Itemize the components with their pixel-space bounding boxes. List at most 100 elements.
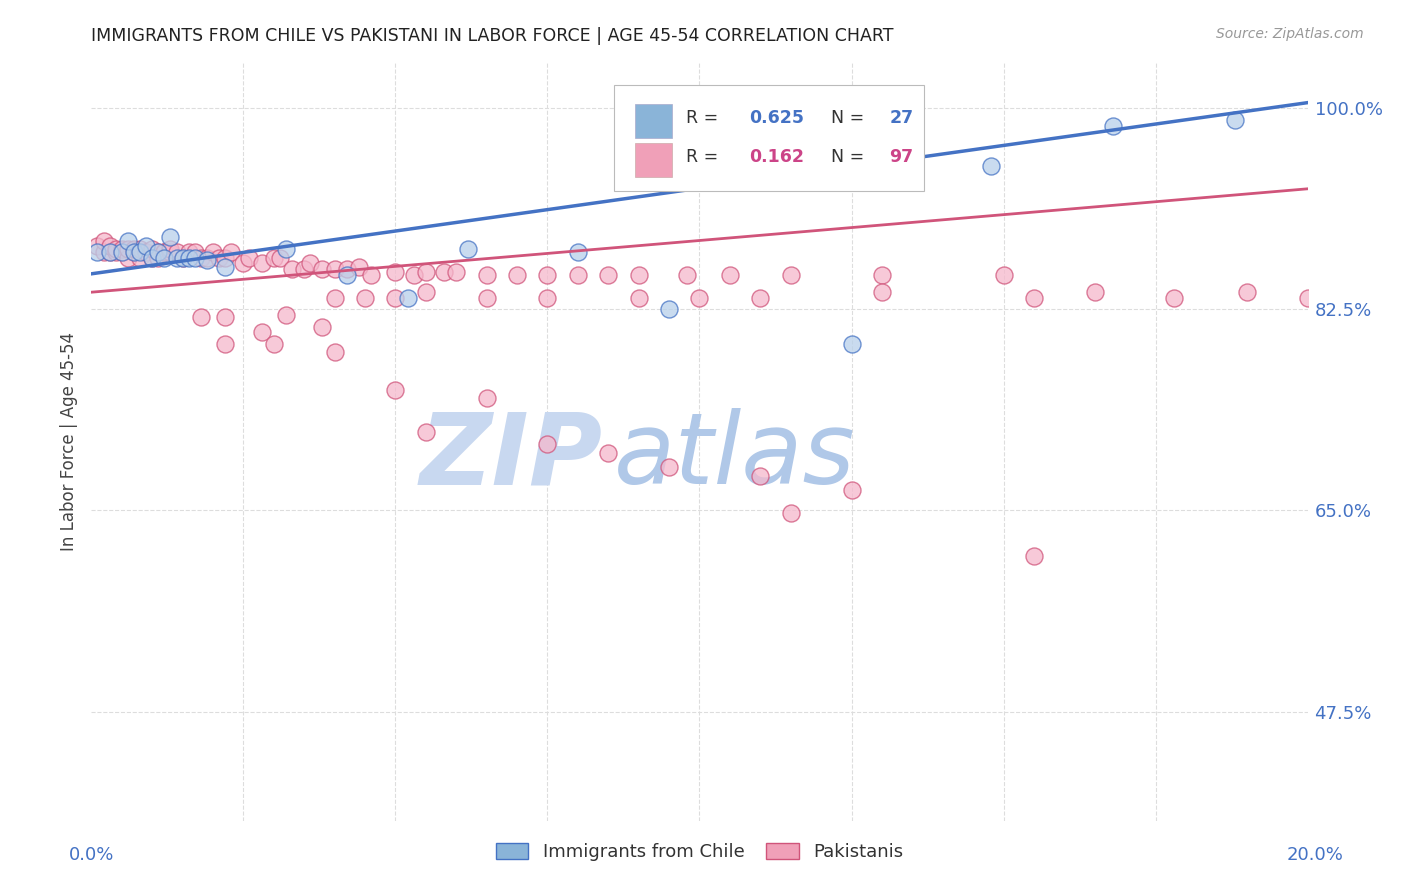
Point: [269, 251, 291, 265]
Y-axis label: In Labor Force | Age 45-54: In Labor Force | Age 45-54: [59, 332, 77, 551]
Text: IMMIGRANTS FROM CHILE VS PAKISTANI IN LABOR FORCE | AGE 45-54 CORRELATION CHART: IMMIGRANTS FROM CHILE VS PAKISTANI IN LA…: [91, 27, 894, 45]
Point: [658, 302, 681, 317]
Text: N =: N =: [820, 148, 870, 166]
Point: [506, 268, 529, 282]
Point: [1022, 549, 1045, 564]
Point: [536, 268, 558, 282]
Text: atlas: atlas: [614, 409, 856, 505]
Point: [148, 245, 170, 260]
Point: [141, 242, 163, 256]
Point: [281, 262, 304, 277]
Point: [141, 251, 163, 265]
Point: [177, 251, 200, 265]
Point: [166, 251, 188, 265]
Point: [779, 268, 801, 282]
Point: [1163, 291, 1185, 305]
Point: [402, 268, 425, 282]
FancyBboxPatch shape: [636, 144, 672, 177]
Text: R =: R =: [686, 109, 724, 127]
Point: [598, 268, 620, 282]
Point: [263, 337, 285, 351]
Point: [111, 242, 134, 256]
Point: [336, 268, 359, 282]
Point: [360, 268, 382, 282]
Point: [292, 262, 315, 277]
Point: [323, 262, 346, 277]
Text: 0.625: 0.625: [749, 109, 804, 127]
Point: [433, 264, 456, 278]
Point: [567, 268, 589, 282]
Point: [148, 251, 170, 265]
Point: [219, 245, 242, 260]
Point: [122, 245, 145, 260]
Text: ZIP: ZIP: [419, 409, 602, 505]
Point: [1296, 291, 1319, 305]
Point: [384, 291, 406, 305]
Point: [214, 337, 236, 351]
Point: [384, 383, 406, 397]
Point: [117, 234, 139, 248]
Text: 0.0%: 0.0%: [69, 846, 114, 863]
Point: [214, 310, 236, 325]
Point: [536, 291, 558, 305]
Point: [159, 230, 181, 244]
Point: [159, 245, 181, 260]
Point: [567, 245, 589, 260]
Point: [627, 268, 650, 282]
Point: [104, 245, 127, 260]
Point: [172, 251, 194, 265]
Point: [536, 437, 558, 451]
Point: [153, 245, 176, 260]
Point: [159, 242, 181, 256]
Point: [93, 234, 115, 248]
Point: [153, 245, 176, 260]
Point: [129, 242, 152, 256]
Point: [184, 251, 207, 265]
Point: [190, 310, 212, 325]
Legend: Immigrants from Chile, Pakistanis: Immigrants from Chile, Pakistanis: [488, 836, 911, 869]
Point: [841, 337, 863, 351]
Point: [475, 391, 498, 405]
Point: [195, 253, 218, 268]
Point: [1022, 291, 1045, 305]
Point: [299, 256, 322, 270]
Point: [384, 264, 406, 278]
Point: [129, 251, 152, 265]
Point: [232, 256, 254, 270]
Point: [444, 264, 467, 278]
Point: [98, 239, 121, 253]
Point: [214, 251, 236, 265]
Point: [676, 268, 699, 282]
Point: [779, 506, 801, 520]
Point: [250, 256, 273, 270]
Point: [627, 291, 650, 305]
Point: [841, 483, 863, 497]
Text: 0.162: 0.162: [749, 148, 804, 166]
Point: [184, 245, 207, 260]
Point: [415, 264, 437, 278]
Point: [190, 251, 212, 265]
Point: [323, 345, 346, 359]
FancyBboxPatch shape: [614, 85, 925, 191]
Point: [354, 291, 377, 305]
Point: [980, 159, 1002, 173]
Point: [93, 245, 115, 260]
Point: [263, 251, 285, 265]
Point: [347, 260, 370, 274]
Point: [141, 251, 163, 265]
Point: [749, 291, 772, 305]
Point: [135, 245, 157, 260]
Point: [122, 245, 145, 260]
Point: [86, 245, 108, 260]
Point: [870, 285, 893, 300]
Point: [117, 251, 139, 265]
Point: [122, 242, 145, 256]
Point: [415, 425, 437, 440]
Text: Source: ZipAtlas.com: Source: ZipAtlas.com: [1216, 27, 1364, 41]
Point: [457, 242, 479, 256]
Point: [475, 291, 498, 305]
Point: [208, 251, 231, 265]
Point: [214, 260, 236, 274]
Point: [311, 319, 333, 334]
Point: [415, 285, 437, 300]
